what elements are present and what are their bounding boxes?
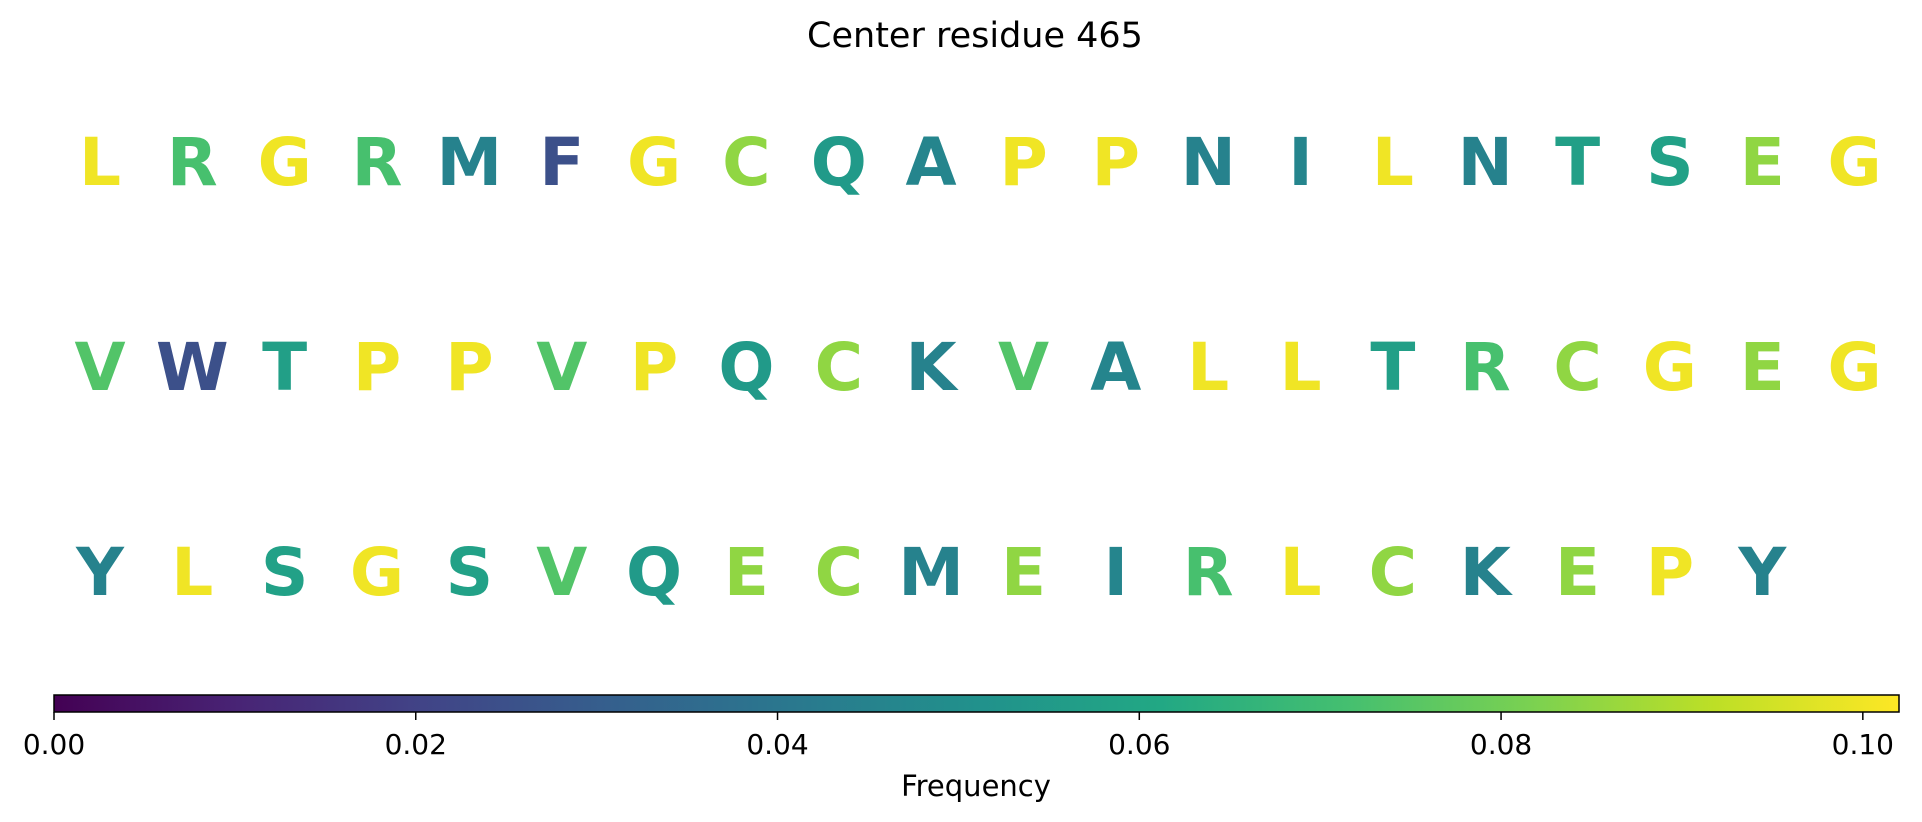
residue-letter: E [1001,534,1046,611]
residue-letter: N [1458,124,1513,201]
residue-letter: R [1460,329,1511,406]
colorbar-tick-label: 0.08 [1470,728,1532,761]
residue-letter: A [906,124,957,201]
residue-letter: M [898,534,964,611]
residue-letter: T [1555,124,1600,201]
residue-letter: V [536,534,587,611]
residue-letter: R [167,124,218,201]
colorbar-tick-label: 0.02 [385,728,447,761]
residue-letter: T [262,329,307,406]
residue-letter: Q [811,124,867,201]
residue-letter: G [258,124,312,201]
residue-letter: W [156,329,229,406]
residue-letter: G [1828,124,1882,201]
colorbar-ticks: 0.00 0.02 0.04 0.06 0.08 0.10 [23,712,1894,761]
residue-letter: P [445,329,493,406]
residue-letter: E [1740,329,1785,406]
residue-letter: R [352,124,403,201]
residue-letter: Y [1737,534,1787,611]
residue-letter: Q [626,534,682,611]
residue-letter: E [1740,124,1785,201]
residue-letter: C [815,329,863,406]
residue-letter: L [1187,329,1229,406]
residue-letter: L [79,124,121,201]
residue-letter: C [1369,534,1417,611]
residue-letter: G [1643,329,1697,406]
residue-letter: V [74,329,125,406]
residue-letter: C [815,534,863,611]
residue-letter: S [446,534,494,611]
colorbar-gradient [53,694,1900,713]
residue-letter: I [1104,534,1129,611]
residue-letter: M [437,124,503,201]
residue-letter: G [627,124,681,201]
colorbar-tick-label: 0.00 [23,728,85,761]
residue-letter: A [1090,329,1141,406]
residue-letter: G [350,534,404,611]
residue-letter: T [1370,329,1415,406]
residue-letter: F [539,124,584,201]
residue-letter: K [906,329,960,406]
residue-letter: P [630,329,678,406]
residue-letter: L [1372,124,1414,201]
residue-letter: V [998,329,1049,406]
residue-letter: L [1279,329,1321,406]
residue-letter: S [261,534,309,611]
chart-title: Center residue 465 [807,16,1143,56]
residue-letter: K [1460,534,1514,611]
residue-letter: P [1092,124,1140,201]
residue-letter: G [1828,329,1882,406]
residue-letter: P [999,124,1047,201]
residue-letter: C [722,124,770,201]
residue-letter: R [1183,534,1234,611]
colorbar-tick-label: 0.06 [1108,728,1170,761]
residue-letter: E [724,534,769,611]
residue-letter: P [1646,534,1694,611]
residue-letter: Y [75,534,125,611]
residue-letter: Q [718,329,774,406]
colorbar: 0.00 0.02 0.04 0.06 0.08 0.10 Frequency [23,694,1900,803]
colorbar-tick-label: 0.10 [1832,728,1894,761]
colorbar-label: Frequency [901,769,1051,803]
residue-letter: L [1279,534,1321,611]
residue-letter: P [353,329,401,406]
residue-letter: S [1646,124,1694,201]
colorbar-tick-label: 0.04 [746,728,808,761]
residue-letter: V [536,329,587,406]
residue-letter: I [1288,124,1313,201]
residue-letter: N [1181,124,1236,201]
residue-letter: C [1553,329,1601,406]
residue-letter: L [171,534,213,611]
residue-letter: E [1555,534,1600,611]
residue-grid: L R G R M F G C Q A P P N I L N T S E GV W T P P V P Q C K V A L L T R C G E G… [74,124,1881,611]
